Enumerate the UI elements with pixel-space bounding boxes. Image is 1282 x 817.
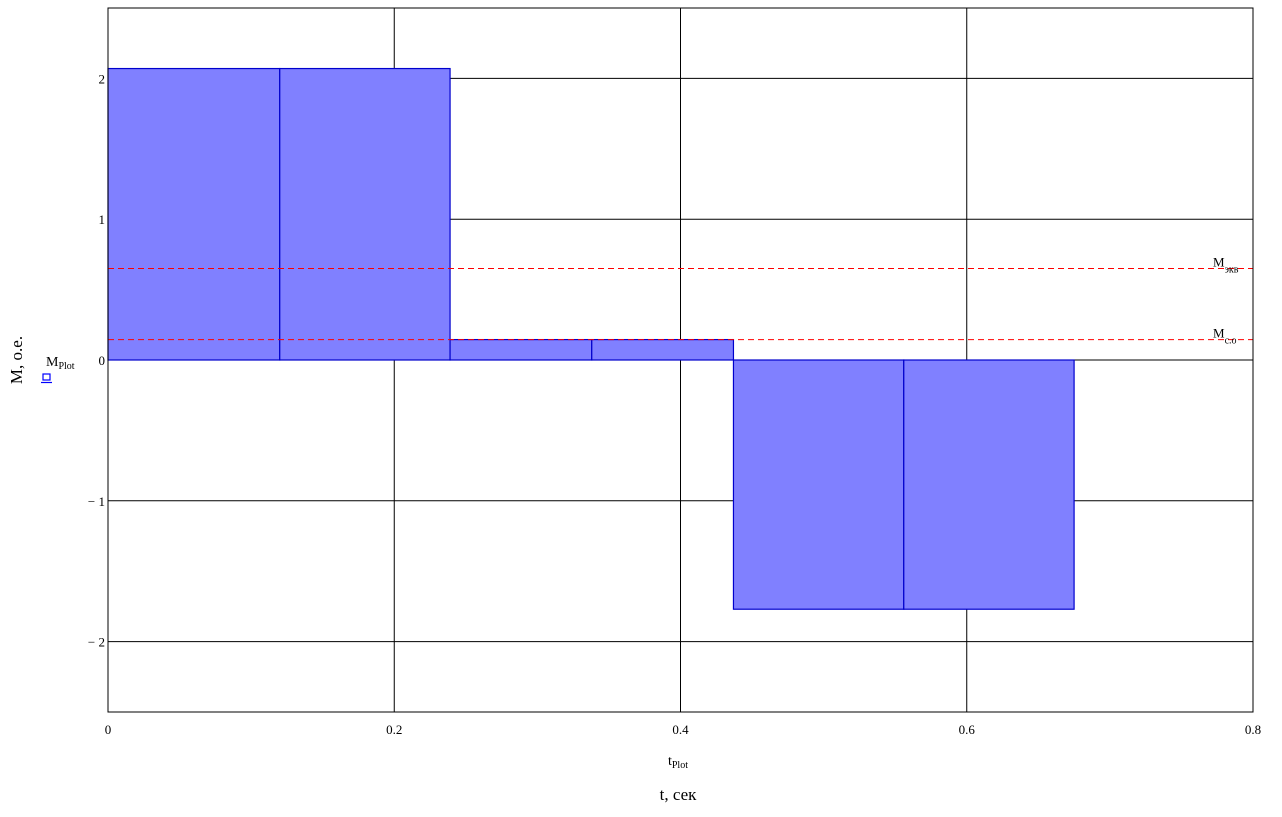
x-tick-labels: 0 0.2 0.4 0.6 0.8 — [105, 722, 1261, 737]
x-trace-label: tPlot — [668, 754, 688, 771]
y-trace-label: MPlot — [46, 355, 75, 372]
x-tick-label: 0.6 — [959, 722, 976, 737]
plot-frame — [107, 7, 1254, 713]
y-tick-label: 0 — [99, 353, 106, 368]
bar — [903, 359, 1075, 610]
y-tick-label: − 2 — [88, 635, 105, 650]
reference-line-label: Mc.o — [1213, 326, 1237, 347]
y-tick-label: 1 — [99, 212, 106, 227]
bar — [732, 359, 905, 610]
y-tick-label: 2 — [99, 71, 106, 86]
x-tick-label: 0.8 — [1245, 722, 1261, 737]
bar — [279, 67, 451, 361]
reference-line-label: Mэкв — [1213, 254, 1239, 275]
y-tick-label: − 1 — [88, 494, 105, 509]
x-axis-title: t, сек — [660, 785, 698, 804]
y-tick-labels: − 2 − 1 0 1 2 — [88, 71, 105, 649]
bar — [107, 67, 281, 361]
bar — [449, 338, 593, 361]
y-axis-title: M, о.е. — [7, 336, 26, 384]
bar — [591, 338, 735, 361]
reference-lines: Mэкв Mc.o — [108, 254, 1253, 347]
bar-series — [107, 67, 1075, 610]
trace-marker-icon — [41, 373, 52, 384]
x-tick-label: 0.2 — [386, 722, 402, 737]
x-tick-label: 0 — [105, 722, 112, 737]
x-tick-label: 0.4 — [672, 722, 689, 737]
